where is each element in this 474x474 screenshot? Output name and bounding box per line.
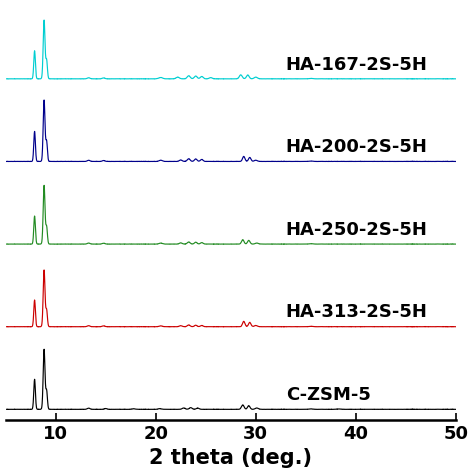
Text: HA-250-2S-5H: HA-250-2S-5H (286, 221, 428, 239)
Text: HA-313-2S-5H: HA-313-2S-5H (286, 303, 428, 321)
X-axis label: 2 theta (deg.): 2 theta (deg.) (149, 448, 312, 468)
Text: C-ZSM-5: C-ZSM-5 (286, 386, 371, 404)
Text: HA-167-2S-5H: HA-167-2S-5H (286, 55, 428, 73)
Text: HA-200-2S-5H: HA-200-2S-5H (286, 138, 428, 156)
